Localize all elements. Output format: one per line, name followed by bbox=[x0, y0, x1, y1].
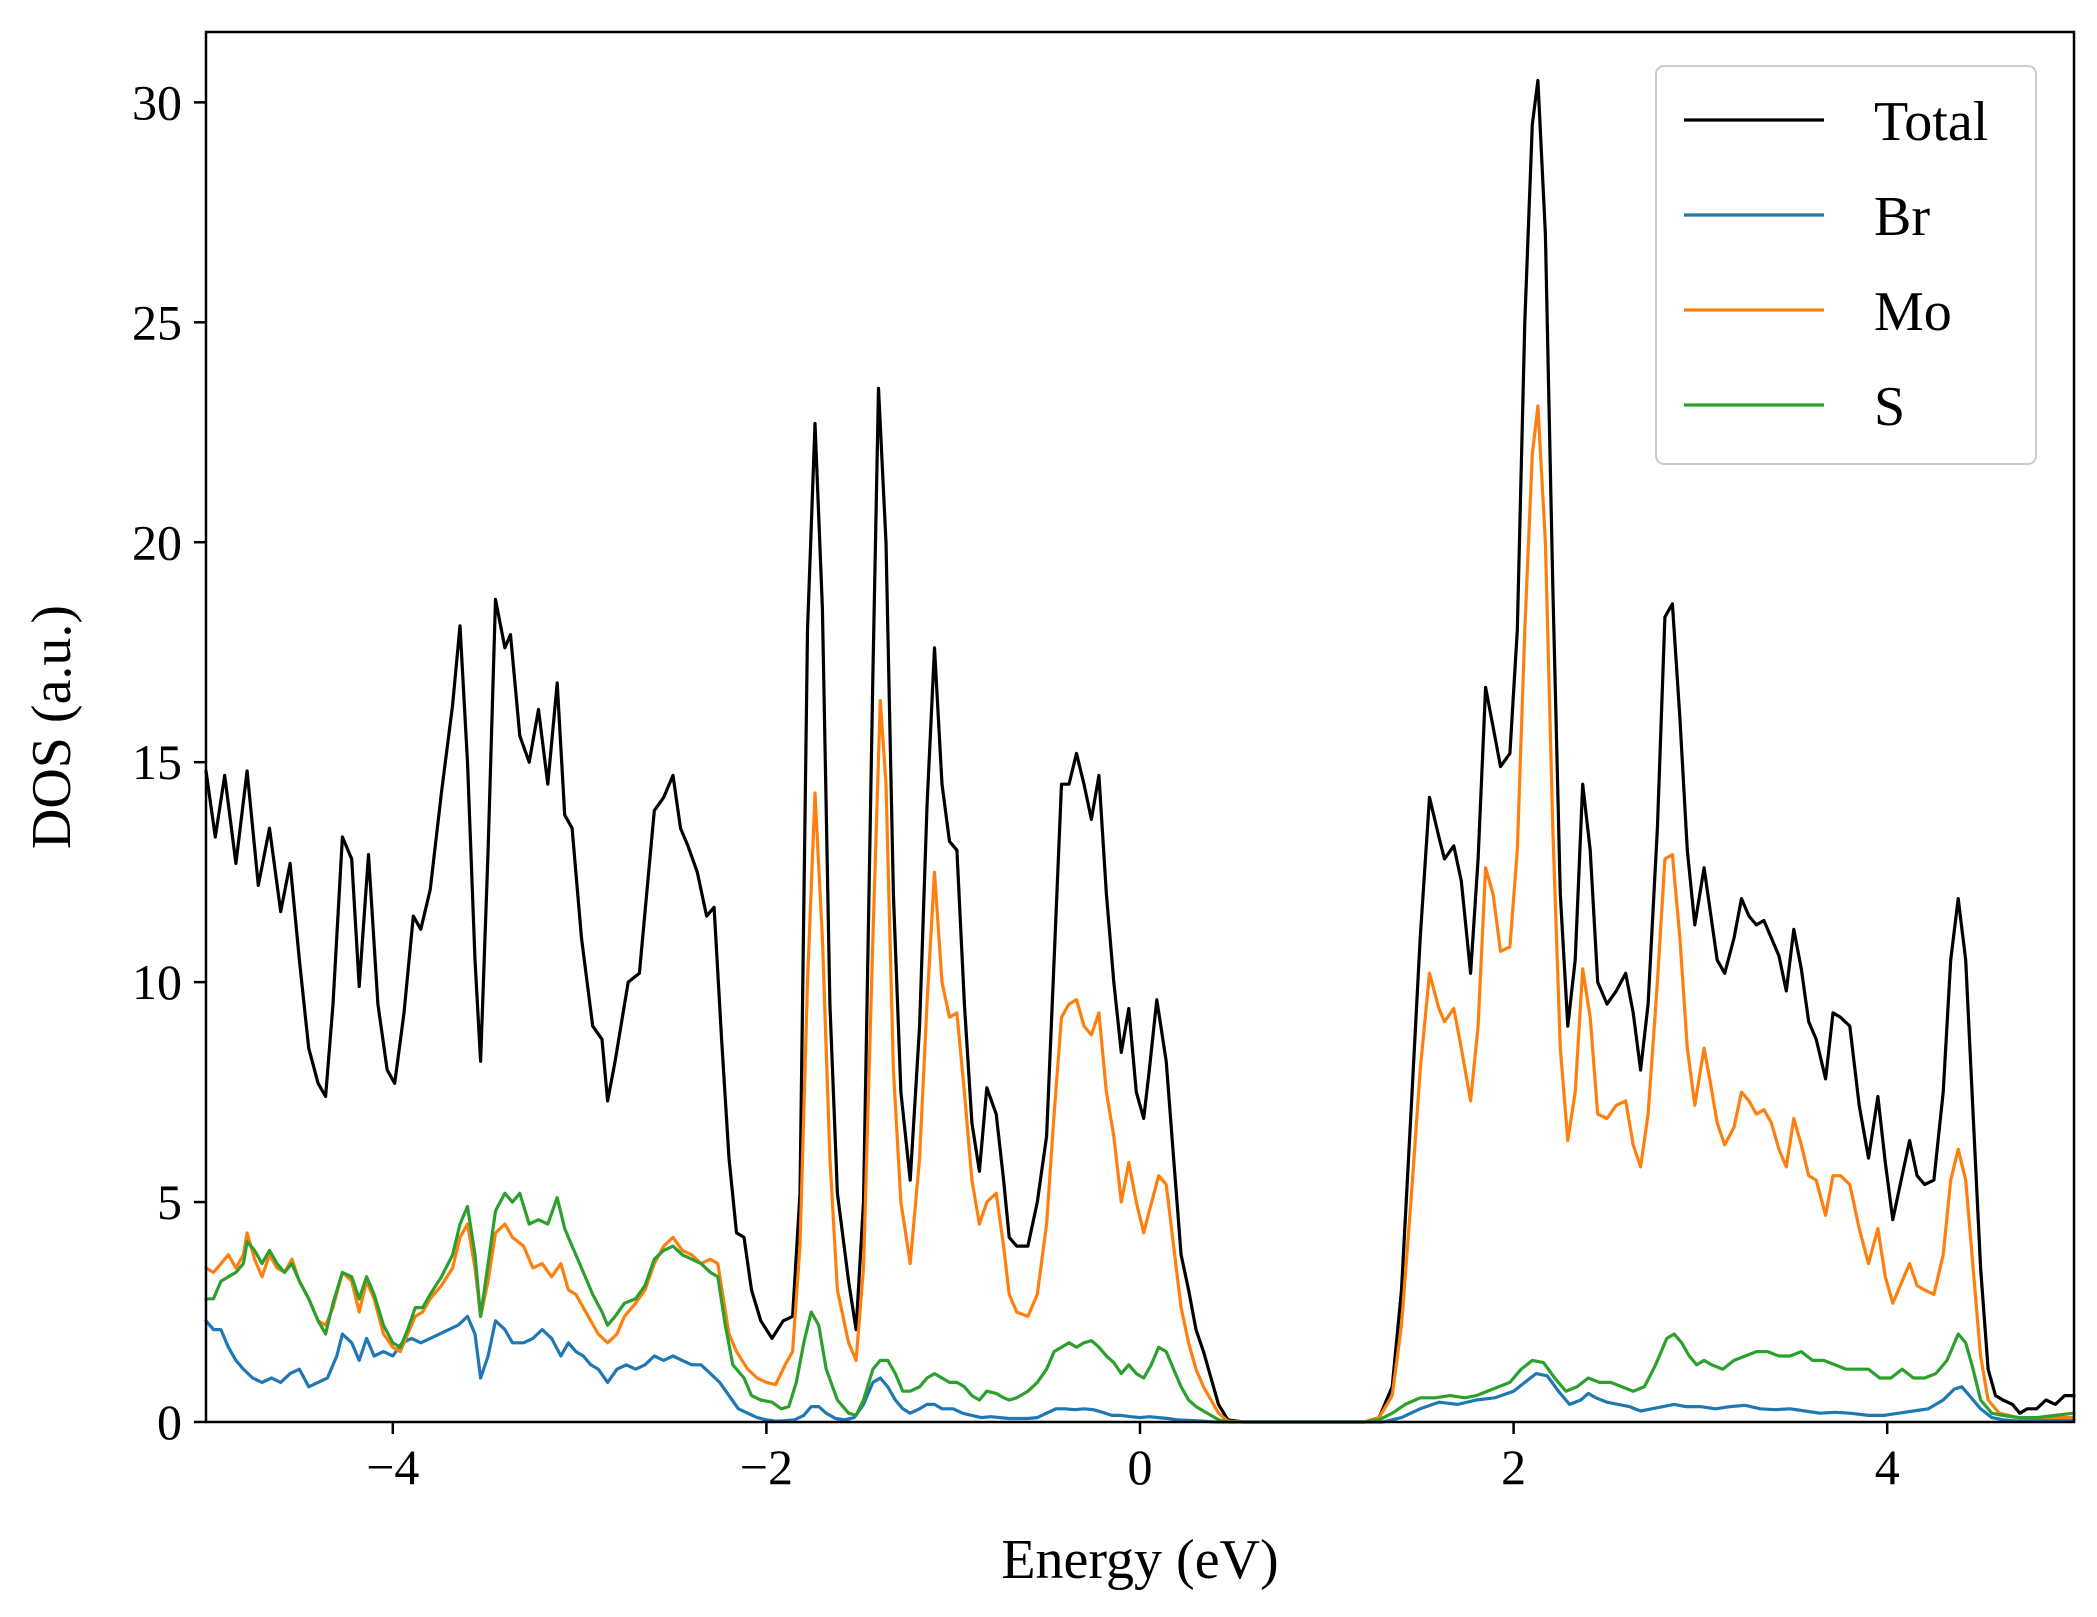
series-line-s bbox=[204, 1191, 2076, 1424]
x-tick-label: −4 bbox=[366, 1439, 419, 1495]
legend-label-total: Total bbox=[1874, 91, 1988, 153]
series-line-total bbox=[204, 78, 2076, 1424]
x-axis: −4 −2 0 2 4 bbox=[366, 1422, 1900, 1495]
y-tick-label: 15 bbox=[132, 734, 182, 790]
legend: Total Br Mo S bbox=[1655, 65, 2037, 465]
y-tick-label: 25 bbox=[132, 294, 182, 350]
y-tick-label: 20 bbox=[132, 514, 182, 570]
x-tick-label: 4 bbox=[1875, 1439, 1900, 1495]
series-layer bbox=[204, 78, 2076, 1424]
y-tick-label: 10 bbox=[132, 954, 182, 1010]
y-tick-label: 30 bbox=[132, 74, 182, 130]
legend-label-mo: Mo bbox=[1874, 281, 1952, 343]
legend-box bbox=[1655, 65, 2037, 465]
legend-label-br: Br bbox=[1874, 186, 1930, 248]
y-tick-label: 5 bbox=[157, 1174, 182, 1230]
legend-items: Total Br Mo S bbox=[1684, 91, 1988, 438]
y-axis-label: DOS (a.u.) bbox=[21, 605, 83, 849]
y-tick-label: 0 bbox=[157, 1394, 182, 1450]
legend-label-s: S bbox=[1874, 376, 1905, 438]
x-tick-label: −2 bbox=[740, 1439, 793, 1495]
x-tick-label: 2 bbox=[1501, 1439, 1526, 1495]
x-axis-label: Energy (eV) bbox=[1001, 1529, 1278, 1591]
series-line-br bbox=[204, 1314, 2076, 1424]
y-axis: 0 5 10 15 20 25 30 bbox=[132, 74, 206, 1450]
x-tick-label: 0 bbox=[1128, 1439, 1153, 1495]
